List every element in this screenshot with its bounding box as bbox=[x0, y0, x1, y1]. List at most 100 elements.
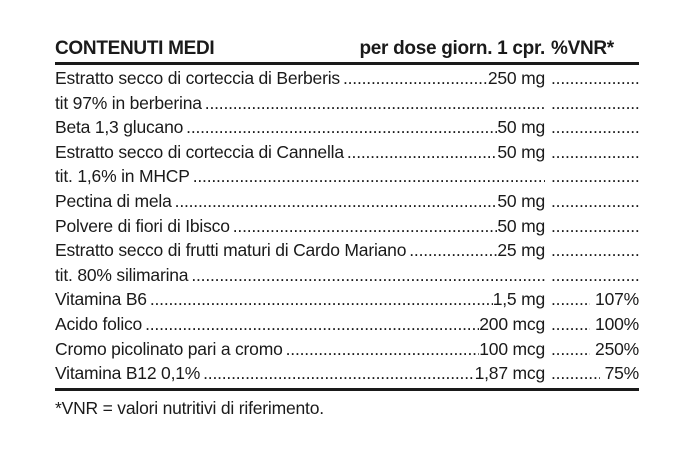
dot-leader bbox=[551, 361, 600, 386]
ingredient-vnr: 107% bbox=[595, 289, 639, 310]
ingredient-amount: 250 mg bbox=[487, 68, 545, 88]
row-main-column: Polvere di fiori di Ibisco 50 mg bbox=[55, 214, 545, 239]
dot-leader bbox=[409, 238, 497, 263]
header-dose-label: per dose giorn. 1 cpr. bbox=[359, 38, 545, 59]
dot-leader bbox=[551, 263, 639, 288]
ingredient-vnr: 250% bbox=[595, 338, 639, 359]
row-main-column: tit 97% in berberina bbox=[55, 91, 545, 116]
ingredient-amount: 200 mcg bbox=[479, 313, 545, 334]
dot-leader bbox=[551, 91, 639, 116]
ingredient-amount: 50 mg bbox=[497, 117, 545, 138]
header-vnr-label: %VNR* bbox=[551, 38, 614, 59]
ingredient-vnr: 75% bbox=[604, 363, 640, 384]
ingredient-name: Acido folico bbox=[55, 313, 143, 334]
table-row: Beta 1,3 glucano 50 mg bbox=[55, 115, 639, 140]
row-vnr-column: 75% bbox=[545, 361, 640, 386]
row-main-column: Estratto secco di corteccia di Berberis … bbox=[55, 66, 545, 91]
ingredient-name: Vitamina B6 bbox=[55, 289, 147, 310]
ingredient-amount: 1,5 mg bbox=[492, 289, 546, 310]
row-main-column: Estratto secco di corteccia di Cannella … bbox=[55, 140, 545, 165]
row-vnr-column bbox=[545, 238, 639, 263]
ingredient-name: Estratto secco di corteccia di Cannella bbox=[55, 141, 344, 162]
table-row: Estratto secco di corteccia di Cannella … bbox=[55, 140, 639, 165]
dot-leader bbox=[551, 337, 590, 362]
row-vnr-column: 100% bbox=[545, 312, 639, 337]
row-vnr-column bbox=[545, 66, 639, 91]
ingredient-name: Pectina di mela bbox=[55, 190, 172, 211]
row-vnr-column bbox=[545, 214, 639, 239]
row-vnr-column bbox=[545, 115, 639, 140]
table-row: Polvere di fiori di Ibisco 50 mg bbox=[55, 214, 639, 239]
footnote: *VNR = valori nutritivi di riferimento. bbox=[55, 397, 324, 418]
ingredient-amount: 1,87 mcg bbox=[474, 363, 546, 384]
table-row: tit 97% in berberina bbox=[55, 91, 639, 116]
ingredient-name: tit. 80% silimarina bbox=[55, 264, 189, 285]
dot-leader bbox=[145, 312, 479, 337]
row-vnr-column bbox=[545, 140, 639, 165]
ingredient-name: tit. 1,6% in MHCP bbox=[55, 166, 190, 187]
dot-leader bbox=[191, 263, 545, 288]
ingredient-amount: 50 mg bbox=[497, 215, 545, 236]
ingredient-name: Estratto secco di corteccia di Berberis bbox=[55, 68, 340, 88]
row-main-column: Estratto secco di frutti maturi di Cardo… bbox=[55, 238, 545, 263]
dot-leader bbox=[233, 214, 498, 239]
dot-leader bbox=[186, 115, 497, 140]
table-header: CONTENUTI MEDI per dose giorn. 1 cpr. %V… bbox=[55, 36, 639, 65]
ingredient-amount: 25 mg bbox=[497, 240, 545, 261]
ingredient-name: tit 97% in berberina bbox=[55, 92, 202, 113]
table-row: tit. 80% silimarina bbox=[55, 263, 639, 288]
row-vnr-column bbox=[545, 91, 639, 116]
table-row: Vitamina B12 0,1% 1,87 mcg 75% bbox=[55, 361, 639, 386]
ingredient-name: Beta 1,3 glucano bbox=[55, 117, 184, 138]
dot-leader bbox=[551, 140, 639, 165]
ingredient-name: Cromo picolinato pari a cromo bbox=[55, 338, 283, 359]
table-row: Vitamina B6 1,5 mg 107% bbox=[55, 287, 639, 312]
table-row: Estratto secco di corteccia di Berberis … bbox=[55, 66, 639, 91]
dot-leader bbox=[347, 140, 497, 165]
row-main-column: Cromo picolinato pari a cromo 100 mcg bbox=[55, 337, 545, 362]
dot-leader bbox=[175, 189, 498, 214]
table-rows: Estratto secco di corteccia di Berberis … bbox=[55, 65, 639, 391]
table-row: Acido folico 200 mcg 100% bbox=[55, 312, 639, 337]
row-main-column: Pectina di mela 50 mg bbox=[55, 189, 545, 214]
row-vnr-column: 250% bbox=[545, 337, 639, 362]
ingredient-amount: 50 mg bbox=[497, 190, 545, 211]
table-row: tit. 1,6% in MHCP bbox=[55, 164, 639, 189]
row-main-column: Beta 1,3 glucano 50 mg bbox=[55, 115, 545, 140]
ingredient-amount: 50 mg bbox=[497, 141, 545, 162]
ingredient-name: Vitamina B12 0,1% bbox=[55, 363, 201, 384]
table-row: Estratto secco di frutti maturi di Cardo… bbox=[55, 238, 639, 263]
dot-leader bbox=[203, 361, 474, 386]
row-main-column: tit. 1,6% in MHCP bbox=[55, 164, 545, 189]
table-row: Pectina di mela 50 mg bbox=[55, 189, 639, 214]
dot-leader bbox=[205, 91, 545, 116]
dot-leader bbox=[551, 189, 639, 214]
ingredient-name: Estratto secco di frutti maturi di Cardo… bbox=[55, 240, 407, 261]
contents-table: CONTENUTI MEDI per dose giorn. 1 cpr. %V… bbox=[55, 36, 639, 420]
dot-leader bbox=[551, 287, 590, 312]
ingredient-amount: 100 mcg bbox=[479, 338, 545, 359]
row-main-column: Vitamina B12 0,1% 1,87 mcg bbox=[55, 361, 545, 386]
dot-leader bbox=[551, 115, 639, 140]
table-row: Cromo picolinato pari a cromo 100 mcg 25… bbox=[55, 337, 639, 362]
dot-leader bbox=[551, 66, 639, 91]
dot-leader bbox=[551, 164, 639, 189]
row-vnr-column: 107% bbox=[545, 287, 639, 312]
header-contents-label: CONTENUTI MEDI bbox=[55, 38, 215, 59]
dot-leader bbox=[343, 66, 488, 91]
row-main-column: Acido folico 200 mcg bbox=[55, 312, 545, 337]
dot-leader bbox=[551, 238, 639, 263]
dot-leader bbox=[193, 164, 545, 189]
row-main-column: Vitamina B6 1,5 mg bbox=[55, 287, 545, 312]
table-header-vnr: %VNR* bbox=[545, 36, 639, 62]
table-header-main: CONTENUTI MEDI per dose giorn. 1 cpr. bbox=[55, 36, 545, 62]
ingredient-name: Polvere di fiori di Ibisco bbox=[55, 215, 230, 236]
row-main-column: tit. 80% silimarina bbox=[55, 263, 545, 288]
dot-leader bbox=[286, 337, 480, 362]
dot-leader bbox=[551, 312, 590, 337]
dot-leader bbox=[150, 287, 493, 312]
dot-leader bbox=[551, 214, 639, 239]
row-vnr-column bbox=[545, 164, 639, 189]
ingredient-vnr: 100% bbox=[595, 313, 639, 334]
